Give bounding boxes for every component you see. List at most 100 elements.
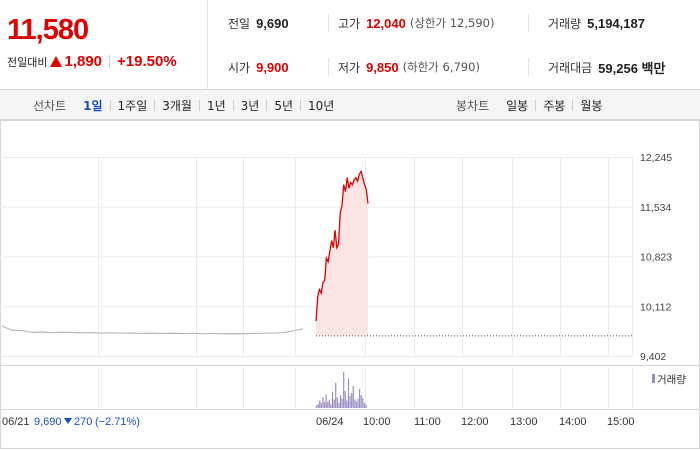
tab-divider [109, 99, 111, 111]
down-arrow-icon [64, 418, 72, 424]
volume-bar [316, 405, 318, 408]
volume-bar [352, 385, 354, 408]
tab-weekly[interactable]: 주봉 [543, 98, 566, 113]
y-tick-label: 10,823 [640, 252, 672, 264]
y-tick-label: 9,402 [640, 351, 666, 363]
footer-prev-percent: (−2.71%) [95, 416, 140, 428]
volume-bar [343, 372, 345, 408]
volume-bar [338, 402, 340, 408]
divider [328, 58, 329, 76]
candle-chart-tabs: 봉차트 일봉 주봉 월봉 [456, 90, 609, 120]
volume-bar [363, 402, 366, 408]
volume-bar [341, 398, 343, 408]
tab-3year[interactable]: 3년 [240, 98, 260, 113]
volume-bar [354, 399, 356, 408]
prev-close-value: 9,690 [256, 15, 289, 31]
lower-limit: (하한가 6,790) [402, 60, 480, 74]
tab-10year[interactable]: 10년 [308, 98, 335, 113]
low-label: 저가 [338, 60, 361, 75]
footer-prev-date: 06/21 [2, 416, 30, 428]
y-tick-label: 12,245 [640, 152, 672, 164]
volume-bar [322, 396, 324, 408]
volume-cell: 거래량 5,194,187 [548, 14, 645, 32]
chart-area: 12,245 11,534 10,823 10,112 9,402 거래량 06/24 10:… [0, 120, 700, 450]
up-arrow-icon [50, 56, 63, 67]
low-cell: 저가 9,850 (하한가 6,790) [338, 58, 480, 76]
low-value: 9,850 [366, 59, 399, 75]
candle-chart-label: 봉차트 [456, 98, 490, 113]
tab-monthly[interactable]: 월봉 [580, 98, 603, 113]
tab-5year[interactable]: 5년 [274, 98, 294, 113]
volume-bar [357, 398, 359, 408]
high-cell: 고가 12,040 (상한가 12,590) [338, 14, 494, 32]
volume-legend-swatch [652, 374, 655, 383]
tab-divider [535, 99, 537, 111]
volume-bar [328, 399, 330, 408]
tab-1day[interactable]: 1일 [83, 98, 103, 113]
prev-close-cell: 전일 9,690 [228, 14, 289, 32]
volume-bar [365, 404, 367, 408]
volume-bar [317, 403, 319, 408]
x-tick-label: 15:00 [607, 416, 635, 428]
trade-value-cell: 거래대금 59,256 백만 [548, 58, 665, 76]
tab-divider [154, 99, 156, 111]
volume-bar [325, 394, 327, 408]
open-value: 9,900 [256, 59, 289, 75]
volume-value: 5,194,187 [587, 15, 645, 31]
tab-divider [300, 99, 302, 111]
volume-bar [351, 393, 353, 408]
volume-bar [346, 400, 348, 408]
volume-bar [360, 395, 362, 408]
volume-bar [323, 401, 326, 408]
x-tick-label: 11:00 [414, 416, 441, 428]
volume-bar [349, 396, 351, 408]
line-chart-label: 선차트 [33, 98, 67, 113]
volume-bar [330, 404, 332, 408]
chart-tabs-bar: 선차트 1일 1주일 3개월 1년 3년 5년 10년 봉차트 일봉 주봉 월봉 [0, 90, 700, 120]
price-box: 11,580 전일대비 1,890 +19.50% [0, 0, 208, 90]
volume-bar [327, 402, 329, 408]
divider [528, 14, 529, 32]
volume-bar [339, 395, 342, 408]
tab-divider [266, 99, 268, 111]
footer-prev-change: 270 [74, 416, 92, 428]
high-label: 고가 [338, 16, 361, 31]
today-area [316, 171, 368, 336]
volume-bar [331, 391, 334, 408]
high-value: 12,040 [366, 15, 406, 31]
prev-close-label: 전일 [228, 16, 251, 31]
prev-day-line [1, 325, 304, 335]
volume-bar [320, 402, 322, 408]
line-chart-tabs: 선차트 1일 1주일 3개월 1년 3년 5년 10년 [33, 90, 341, 120]
change-value: 1,890 [64, 53, 103, 70]
volume-bar [347, 378, 350, 408]
divider [109, 55, 111, 68]
x-tick-label: 14:00 [559, 416, 587, 428]
tab-1week[interactable]: 1주일 [117, 98, 148, 113]
y-tick-label: 10,112 [640, 301, 671, 313]
x-tick-label: 10:00 [363, 416, 391, 428]
change-row: 전일대비 1,890 +19.50% [7, 53, 177, 70]
x-tick-label: 06/24 [316, 416, 344, 428]
volume-bar [359, 388, 361, 408]
open-label: 시가 [228, 60, 251, 75]
trade-value-value: 59,256 백만 [598, 60, 666, 76]
volume-bar [333, 399, 335, 408]
volume-bar [335, 382, 337, 408]
tab-3month[interactable]: 3개월 [162, 98, 192, 113]
tab-1year[interactable]: 1년 [206, 98, 226, 113]
volume-bar [362, 397, 364, 408]
volume-bar [319, 400, 321, 408]
y-tick-label: 11,534 [640, 202, 671, 214]
divider [528, 58, 529, 76]
volume-bar [336, 397, 338, 408]
tab-daily[interactable]: 일봉 [506, 98, 529, 113]
upper-limit: (상한가 12,590) [409, 16, 495, 30]
trade-value-label: 거래대금 [548, 60, 593, 75]
tab-divider [198, 99, 200, 111]
volume-legend-label: 거래량 [657, 374, 686, 386]
today-line [315, 169, 369, 322]
divider [328, 14, 329, 32]
quote-summary: 11,580 전일대비 1,890 +19.50% 전일 9,690 고가 12… [0, 0, 700, 90]
tab-divider [232, 99, 234, 111]
